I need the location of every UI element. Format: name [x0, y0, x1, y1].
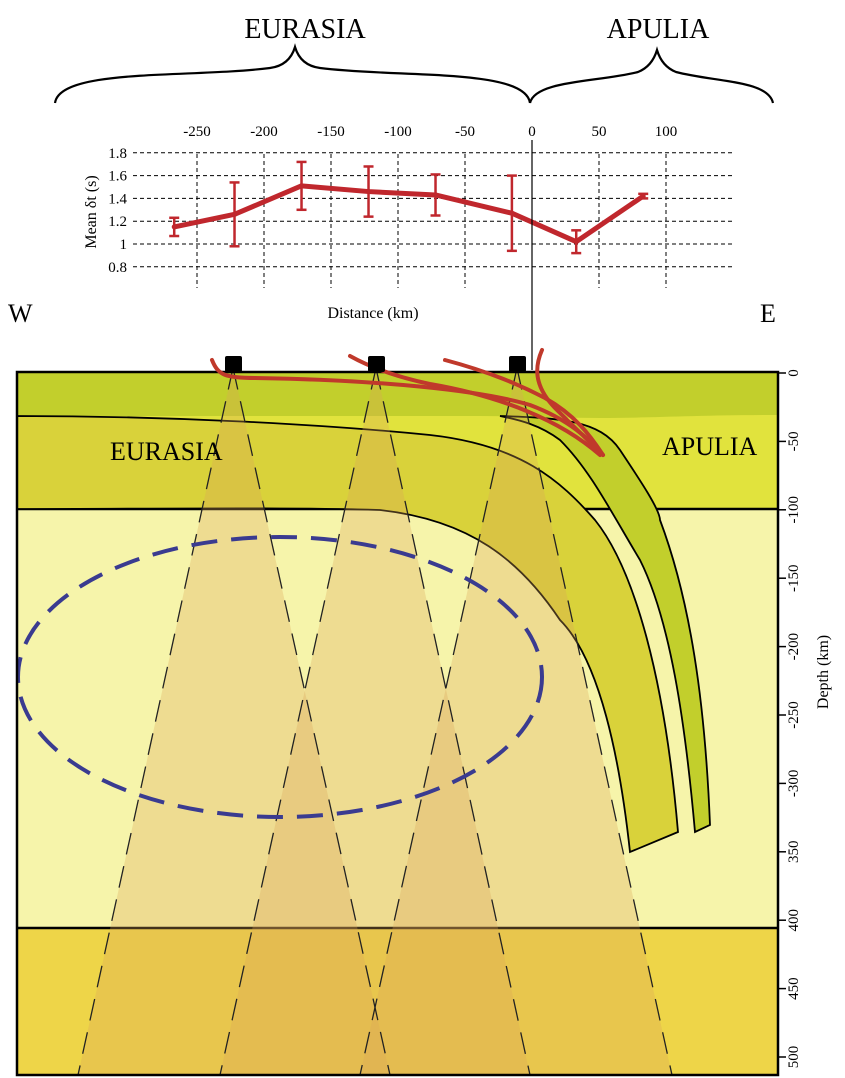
- depth-tick-label: 500: [786, 1046, 802, 1069]
- chart-data-point: [232, 211, 238, 217]
- depth-tick-label: -250: [786, 701, 802, 729]
- chart-y-tick-label: 1.4: [108, 191, 127, 207]
- chart-x-tick-labels: -250 -200 -150 -100 -50 0 50 100: [183, 124, 677, 140]
- ray-cone-1: [78, 372, 390, 1075]
- chart-series-line: [173, 183, 645, 245]
- chart-data-point: [299, 183, 305, 189]
- station-2-icon: [368, 356, 385, 372]
- delay-time-chart: -250 -200 -150 -100 -50 0 50 100 1.8 1.6 1.4 1.2 1 0…: [83, 124, 732, 322]
- east-label: E: [760, 299, 776, 328]
- depth-tick-label: 450: [786, 977, 802, 1000]
- depth-tick-label: -300: [786, 770, 802, 798]
- chart-y-tick-label: 1.6: [108, 169, 127, 185]
- ray-cone-2: [220, 372, 530, 1075]
- depth-axis-label: Depth (km): [815, 635, 832, 709]
- chart-x-axis-label: Distance (km): [327, 305, 418, 322]
- chart-data-point: [433, 192, 439, 198]
- slab-lithosphere: [17, 415, 679, 854]
- eurasia-top-label: EURASIA: [244, 14, 366, 45]
- chart-x-tick-label: 0: [528, 124, 536, 140]
- cross-section: [17, 372, 778, 1075]
- ray-cone-edges: [77, 372, 673, 1075]
- chart-x-tick-label: -150: [317, 124, 345, 140]
- depth-tick-label: 400: [786, 909, 802, 932]
- depth-tick-label: 0: [786, 369, 802, 377]
- chart-data-point: [640, 193, 646, 199]
- chart-y-tick-label: 0.8: [108, 260, 127, 276]
- chart-x-tick-label: -100: [384, 124, 412, 140]
- chart-y-tick-label: 1: [120, 237, 128, 253]
- eurasia-brace: [53, 43, 532, 104]
- depth-axis: 0 -50 -100 -150 -200 -250 -300 350 400 450 500: [777, 369, 802, 1075]
- station-1-icon: [225, 356, 242, 372]
- chart-y-tick-labels: 1.8 1.6 1.4 1.2 1 0.8: [108, 146, 127, 276]
- seismic-stations: [225, 356, 526, 372]
- apulia-top-label: APULIA: [607, 14, 710, 45]
- chart-data-point: [366, 189, 372, 195]
- chart-x-tick-label: 50: [592, 124, 607, 140]
- depth-tick-label: -50: [786, 431, 802, 451]
- chart-data-point: [171, 224, 177, 230]
- apulia-brace: [528, 46, 775, 104]
- chart-data-point: [509, 210, 515, 216]
- station-3-icon: [509, 356, 526, 372]
- chart-x-tick-label: -250: [183, 124, 211, 140]
- west-label: W: [8, 299, 33, 328]
- ray-cone-3: [360, 372, 672, 1075]
- chart-y-axis-label: Mean δt (s): [83, 175, 100, 248]
- chart-x-tick-label: -50: [455, 124, 475, 140]
- transition-zone-layer: [17, 928, 778, 1075]
- crust-layer: [17, 372, 778, 418]
- chart-grid: [133, 152, 732, 288]
- chart-data-point: [573, 239, 579, 245]
- depth-tick-label: -200: [786, 633, 802, 661]
- slab-crust: [499, 415, 711, 834]
- chart-x-tick-label: 100: [655, 124, 678, 140]
- section-apulia-label: APULIA: [662, 432, 758, 461]
- chart-y-tick-label: 1.8: [108, 146, 127, 162]
- chart-x-tick-label: -200: [250, 124, 278, 140]
- plate-braces: [53, 43, 775, 104]
- chart-y-tick-label: 1.2: [108, 214, 127, 230]
- depth-tick-label: 350: [786, 841, 802, 864]
- depth-tick-label: -150: [786, 564, 802, 592]
- section-eurasia-label: EURASIA: [110, 437, 223, 466]
- chart-series: [169, 160, 649, 255]
- depth-tick-label: -100: [786, 496, 802, 524]
